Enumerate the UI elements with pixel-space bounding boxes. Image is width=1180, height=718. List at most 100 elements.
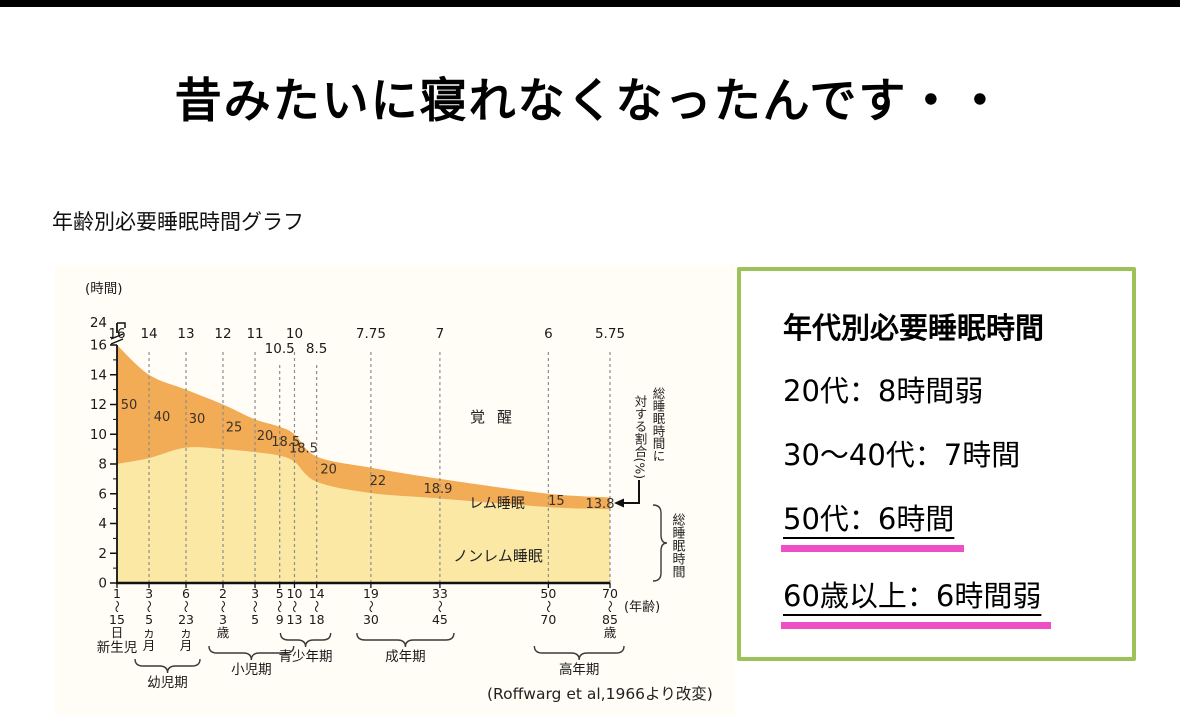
svg-text:幼児期: 幼児期 [147, 675, 188, 691]
annotation-arrow [624, 480, 640, 504]
svg-text:青少年期: 青少年期 [279, 649, 333, 665]
svg-text:14: 14 [90, 367, 107, 383]
svg-text:25: 25 [226, 420, 243, 435]
svg-text:18.5: 18.5 [271, 435, 300, 450]
svg-text:12: 12 [90, 397, 107, 413]
svg-text:〜: 〜 [110, 600, 125, 613]
svg-text:成年期: 成年期 [385, 649, 426, 665]
graph-section-label: 年齢別必要睡眠時間グラフ [52, 210, 304, 234]
svg-text:14: 14 [309, 586, 325, 601]
svg-text:〜: 〜 [603, 600, 618, 613]
total-sleep-annotation: 総睡眠時間 [670, 513, 686, 579]
stage-brace [533, 645, 625, 661]
svg-text:(時間): (時間) [85, 281, 123, 297]
stage-brace [134, 658, 201, 674]
svg-text:45: 45 [432, 612, 448, 627]
svg-text:33: 33 [432, 586, 448, 601]
svg-text:月: 月 [180, 638, 193, 653]
rem-sleep-band [117, 345, 610, 510]
svg-text:23: 23 [178, 612, 194, 627]
svg-text:40: 40 [154, 410, 171, 425]
svg-text:1: 1 [113, 586, 121, 601]
svg-text:85: 85 [602, 612, 618, 627]
svg-text:9: 9 [276, 612, 284, 627]
total-sleep-brace [652, 504, 668, 582]
svg-text:13: 13 [177, 326, 194, 342]
svg-text:3: 3 [251, 586, 259, 601]
svg-text:13: 13 [287, 612, 303, 627]
info-line-text: 30〜40代：7時間 [783, 438, 1021, 473]
x-axis-labels: 1〜15日3〜5ヵ月6〜23ヵ月2〜3歳3〜55〜910〜1314〜1819〜3… [109, 586, 660, 653]
svg-text:2: 2 [98, 546, 107, 562]
svg-text:5: 5 [276, 586, 284, 601]
svg-text:〜: 〜 [309, 600, 324, 613]
svg-text:2: 2 [219, 586, 227, 601]
nonrem-sleep-area [117, 447, 610, 583]
svg-text:高年期: 高年期 [559, 661, 600, 678]
svg-text:3: 3 [219, 612, 227, 627]
svg-text:8.5: 8.5 [306, 341, 327, 357]
chart-areas [117, 345, 610, 583]
rem-pct-annotation: 対する割合(%) [633, 395, 648, 479]
info-line: 60歳以上：6時間弱 [781, 576, 1122, 630]
svg-text:18.5: 18.5 [289, 442, 318, 457]
svg-text:小児期: 小児期 [231, 662, 272, 678]
svg-text:15: 15 [109, 612, 125, 627]
info-line: 50代：6時間 [781, 499, 1122, 553]
svg-text:ヵ: ヵ [180, 625, 193, 640]
svg-text:6: 6 [544, 326, 553, 342]
info-line-text: 20代：8時間弱 [783, 374, 984, 408]
info-box-lines: 20代：8時間弱 30〜40代：7時間 50代：6時間 60歳以上：6時間弱 [781, 371, 1122, 630]
svg-text:0: 0 [98, 576, 107, 592]
svg-text:70: 70 [540, 612, 556, 627]
info-box-title: 年代別必要睡眠時間 [783, 311, 1045, 345]
svg-text:13.8: 13.8 [586, 497, 615, 512]
nonrem-label: ノンレム睡眠 [453, 547, 543, 565]
svg-text:〜: 〜 [215, 600, 230, 613]
svg-text:10: 10 [90, 427, 107, 443]
svg-text:50: 50 [540, 586, 556, 601]
info-line-text-underlined: 50代：6時間 [781, 499, 965, 553]
svg-text:〜: 〜 [541, 600, 556, 613]
wake-label: 覚醒 [470, 408, 524, 426]
svg-text:〜: 〜 [287, 600, 302, 613]
citation: (Roffwarg et al,1966より改変) [487, 685, 713, 703]
chart-citation: (Roffwarg et al,1966より改変) [487, 685, 713, 703]
svg-text:歳: 歳 [217, 625, 230, 640]
svg-text:〜: 〜 [179, 600, 194, 613]
info-line: 20代：8時間弱 [783, 371, 1122, 411]
svg-text:7: 7 [436, 326, 445, 342]
svg-text:歳: 歳 [604, 625, 617, 640]
info-line-text-underlined: 60歳以上：6時間弱 [781, 576, 1052, 630]
svg-text:〜: 〜 [142, 600, 157, 613]
info-line: 30〜40代：7時間 [783, 435, 1122, 475]
svg-text:ヵ: ヵ [143, 625, 156, 640]
svg-text:5.75: 5.75 [595, 326, 625, 342]
svg-text:20: 20 [257, 429, 274, 444]
svg-text:月: 月 [143, 638, 156, 653]
svg-text:10: 10 [286, 326, 303, 342]
svg-text:14: 14 [140, 326, 157, 342]
rem-pct-annotation: 総睡眠時間に [651, 387, 666, 462]
svg-text:18: 18 [309, 612, 325, 627]
svg-text:16: 16 [108, 326, 125, 342]
svg-text:(年齢): (年齢) [624, 600, 660, 615]
annotation-arrowhead [614, 498, 624, 508]
svg-text:12: 12 [214, 326, 231, 342]
svg-text:4: 4 [98, 516, 107, 532]
svg-text:7.75: 7.75 [356, 326, 386, 342]
svg-text:8: 8 [98, 457, 107, 473]
stage-brace [356, 632, 455, 648]
svg-text:24: 24 [90, 315, 107, 331]
svg-text:3: 3 [145, 586, 153, 601]
svg-text:〜: 〜 [432, 600, 447, 613]
svg-text:50: 50 [121, 398, 138, 413]
svg-text:18.9: 18.9 [423, 482, 452, 497]
